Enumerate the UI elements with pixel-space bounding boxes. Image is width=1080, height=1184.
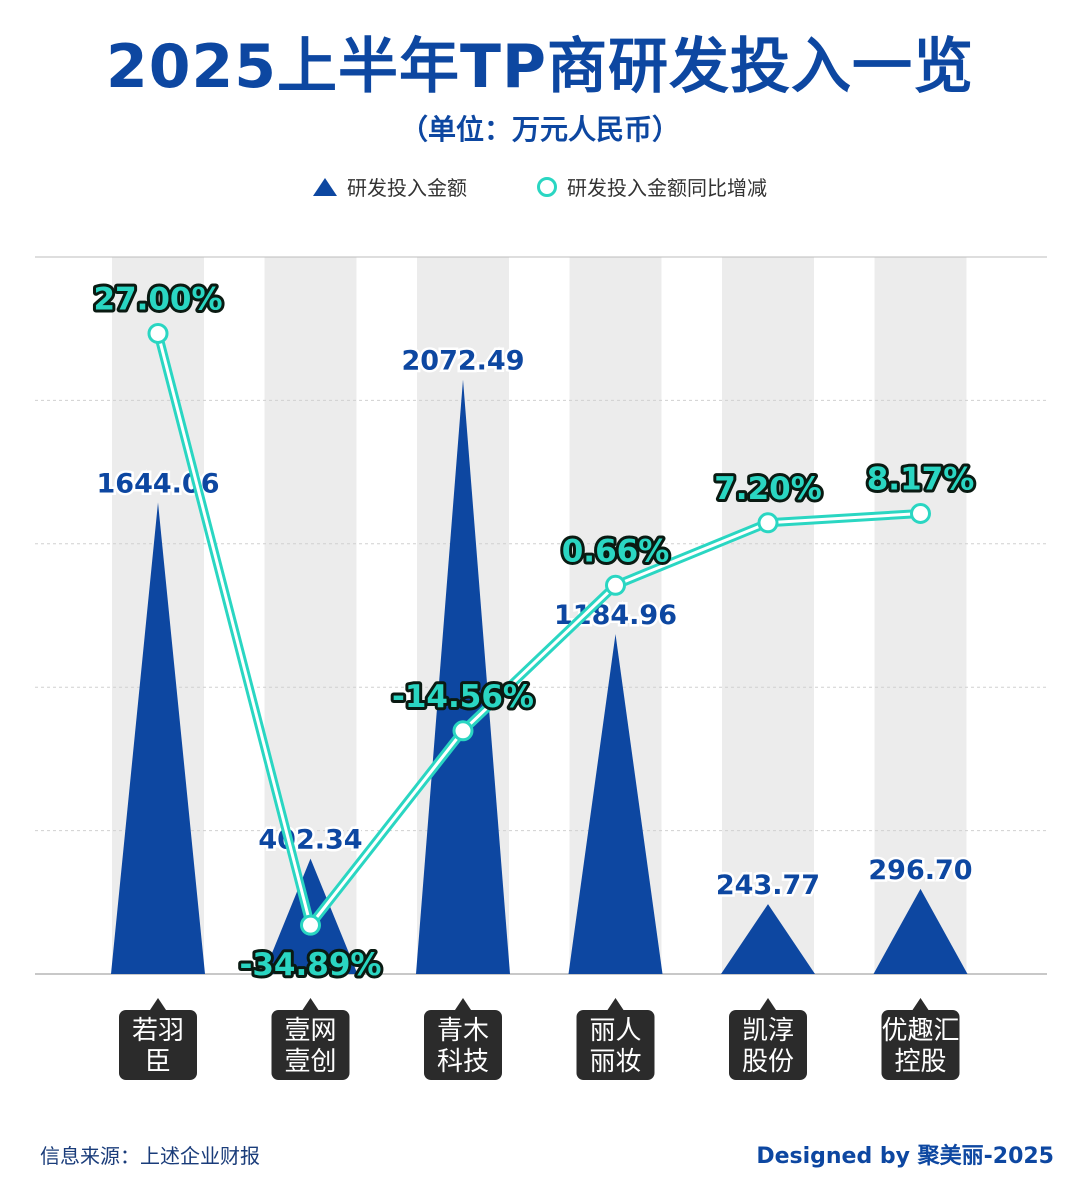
- bar-value-label: 2072.49: [402, 346, 525, 377]
- bar-triangle: [873, 888, 968, 974]
- chart-title: 2025上半年TP商研发投入一览: [106, 32, 974, 102]
- bar-value-label: 1184.96: [554, 600, 677, 631]
- category-label: 壹网: [284, 1016, 336, 1046]
- legend-label-amount: 研发投入金额: [347, 176, 467, 200]
- bar-value-label: 402.34: [258, 825, 362, 856]
- yoy-value-label: 27.00%: [93, 281, 222, 317]
- yoy-point: [910, 502, 931, 524]
- category-label: 科技: [437, 1047, 489, 1077]
- category-box: [881, 1010, 960, 1080]
- category-label: 青木: [437, 1016, 489, 1046]
- bar-triangle: [721, 904, 815, 974]
- category-label: 臣: [145, 1047, 171, 1077]
- column-background: [722, 257, 814, 974]
- category-box: [576, 1010, 655, 1080]
- yoy-value-label: 0.66%: [562, 533, 670, 569]
- circle-icon: [537, 176, 557, 197]
- yoy-value-label: 8.17%: [867, 461, 975, 497]
- legend-item-amount: 研发投入金额: [313, 172, 467, 201]
- legend: 研发投入金额 研发投入金额同比增减: [0, 172, 1080, 201]
- category-label: 凯淳: [742, 1016, 794, 1046]
- legend-item-yoy: 研发投入金额同比增减: [537, 172, 767, 201]
- bar-triangle: [416, 379, 510, 974]
- column-background: [874, 257, 967, 974]
- category-box: [119, 1010, 197, 1080]
- bar-value-label: 243.77: [716, 870, 820, 901]
- yoy-value-label: 7.20%: [714, 471, 822, 507]
- category-pointer: [607, 998, 624, 1010]
- bar-triangle: [568, 634, 663, 974]
- source-note: 信息来源：上述企业财报: [40, 1144, 260, 1168]
- credit-note: Designed by 聚美丽-2025: [756, 1144, 1054, 1169]
- category-box: [424, 1010, 502, 1080]
- triangle-icon: [313, 177, 337, 196]
- yoy-point: [452, 720, 474, 742]
- yoy-point: [300, 914, 321, 936]
- yoy-point: [605, 574, 626, 596]
- legend-label-yoy: 研发投入金额同比增减: [567, 176, 767, 200]
- category-label: 优趣汇: [881, 1016, 959, 1046]
- category-label: 若羽: [132, 1016, 184, 1046]
- bar-triangle: [111, 502, 205, 974]
- yoy-point: [757, 512, 779, 534]
- category-label: 壹创: [284, 1047, 336, 1077]
- category-label: 股份: [742, 1047, 794, 1077]
- category-pointer: [150, 998, 166, 1010]
- category-pointer: [912, 998, 929, 1010]
- yoy-point: [147, 322, 169, 344]
- chart-subtitle: （单位：万元人民币）: [399, 113, 680, 146]
- column-background: [264, 257, 357, 974]
- category-label: 丽人: [589, 1016, 641, 1046]
- category-box: [271, 1010, 350, 1080]
- category-label: 丽妆: [589, 1047, 641, 1077]
- category-box: [729, 1010, 807, 1080]
- yoy-value-label: -34.89%: [240, 947, 382, 983]
- bar-value-label: 296.70: [868, 855, 972, 886]
- yoy-line-inner: [156, 333, 921, 927]
- category-pointer: [455, 998, 471, 1010]
- category-pointer: [760, 998, 776, 1010]
- yoy-value-label: -14.56%: [392, 679, 534, 715]
- category-pointer: [302, 998, 319, 1010]
- category-label: 控股: [894, 1047, 946, 1077]
